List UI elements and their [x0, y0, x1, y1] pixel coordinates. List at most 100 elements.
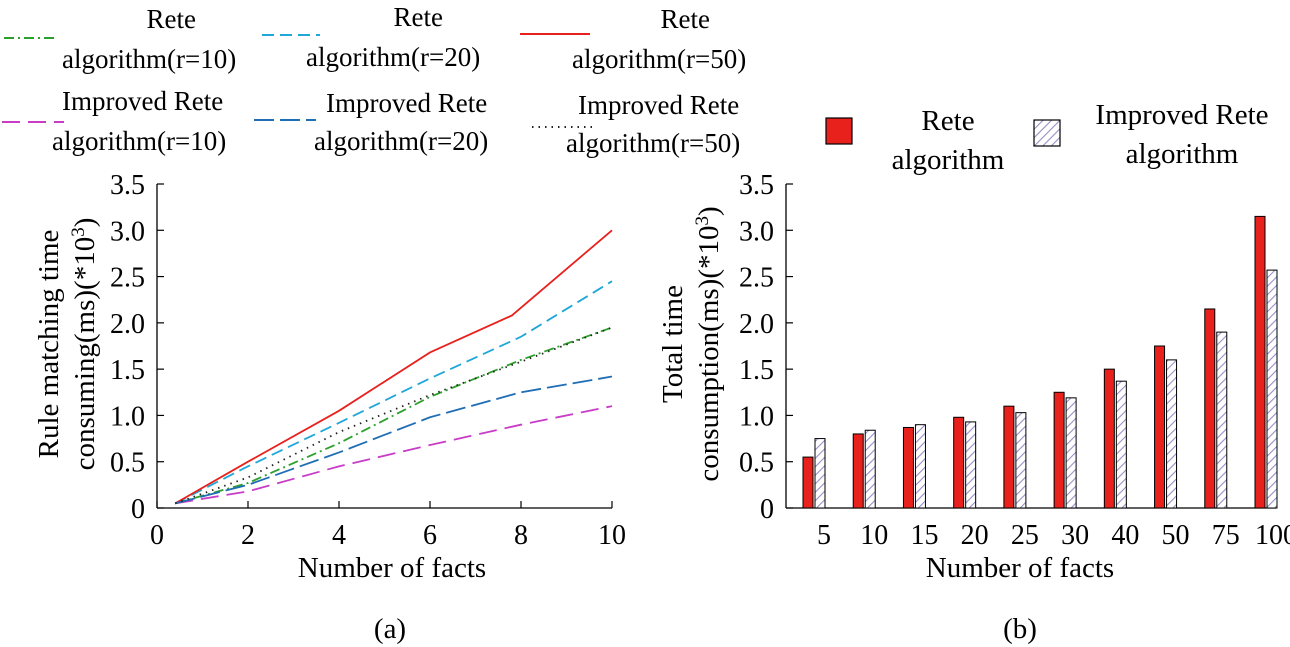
ylabel-b-line1: Total time	[657, 285, 689, 403]
series-line-0	[174, 326, 613, 505]
bar-improved-20	[965, 421, 977, 509]
series-line-5	[174, 326, 613, 505]
bar-improved-5	[814, 438, 826, 509]
y-tick-label-a: 3.0	[110, 216, 145, 247]
x-tick-label-b: 50	[1162, 520, 1190, 551]
x-tick-label-a: 10	[598, 520, 626, 551]
x-tick-label-b: 100	[1255, 520, 1290, 551]
legend-swatch-rete	[825, 117, 853, 145]
y-tick-label-a: 2.0	[110, 309, 145, 340]
x-tick-label-b: 20	[961, 520, 989, 551]
bar-improved-40	[1115, 380, 1127, 509]
series-line-3	[175, 405, 613, 505]
legend-a-item-5: Improved Rete algorithm(r=50)	[532, 90, 740, 158]
legend-label-rete-r20-line1: Rete	[394, 2, 443, 32]
y-tick-label-b: 2.5	[739, 263, 774, 294]
legend-a-item-0: Rete algorithm(r=10)	[4, 4, 236, 74]
y-tick-label-b: 3.5	[739, 170, 774, 201]
legend-a-item-4: Improved Rete algorithm(r=20)	[254, 88, 488, 156]
bar-rete-50	[1154, 345, 1166, 509]
bar-improved-30	[1065, 397, 1077, 509]
series-line-4	[174, 375, 613, 505]
y-tick-label-b: 1.0	[739, 401, 774, 432]
ylabel-b-line2: consumption(ms)(*103)	[692, 206, 726, 481]
legend-label-rete-line1: Rete	[921, 105, 974, 137]
legend-label-rete-r10-line1: Rete	[147, 4, 196, 34]
legend-label-improved-r20-line2: algorithm(r=20)	[314, 126, 488, 156]
y-tick-label-b: 0.5	[739, 448, 774, 479]
legend-a: Rete algorithm(r=10) Rete algorithm(r=20…	[2, 2, 746, 158]
panel-label-b: (b)	[1003, 613, 1037, 645]
ylabel-a-line1: Rule matching time	[33, 230, 65, 459]
legend-label-improved-r50-line1: Improved Rete	[578, 90, 739, 120]
x-tick-label-a: 0	[150, 520, 164, 551]
legend-a-item-3: Improved Rete algorithm(r=10)	[2, 86, 226, 156]
x-tick-label-a: 6	[423, 520, 437, 551]
x-tick-label-b: 25	[1011, 520, 1039, 551]
series-line-2	[174, 229, 613, 505]
y-tick-label-b: 2.0	[739, 309, 774, 340]
bar-rete-25	[1003, 405, 1015, 509]
line-chart-a: 0 0.5 1.0 1.5 2.0 2.5 3.0 3.5 0 2 4 6 8 10 Rule match…	[33, 170, 626, 645]
panel-label-a: (a)	[374, 613, 406, 645]
y-tick-label-a: 2.5	[110, 263, 145, 294]
x-tick-label-b: 30	[1061, 520, 1089, 551]
legend-label-rete-r50-line2: algorithm(r=50)	[572, 44, 746, 74]
series-line-1	[174, 280, 613, 505]
axes-b: 0 0.5 1.0 1.5 2.0 2.5 3.0 3.5 5 10 15 20 25 30 40 50 75 1…	[739, 170, 1290, 551]
series-lines-a	[174, 229, 613, 505]
legend-swatch-improved	[1033, 119, 1061, 147]
xlabel-a: Number of facts	[298, 552, 486, 584]
bar-improved-75	[1216, 331, 1228, 509]
bar-improved-15	[914, 424, 926, 509]
axes-a: 0 0.5 1.0 1.5 2.0 2.5 3.0 3.5 0 2 4 6 8 10	[110, 170, 626, 551]
bar-rete-75	[1204, 308, 1216, 509]
legend-label-rete-line2: algorithm	[892, 144, 1005, 176]
x-tick-label-b: 10	[860, 520, 888, 551]
y-tick-label-a: 0.5	[110, 448, 145, 479]
y-tick-label-a: 0	[131, 494, 145, 525]
bar-improved-50	[1166, 359, 1178, 509]
legend-label-improved-r20-line1: Improved Rete	[326, 88, 487, 118]
x-tick-label-a: 4	[332, 520, 346, 551]
bar-rete-5	[802, 456, 814, 509]
y-tick-label-a: 3.5	[110, 170, 145, 201]
x-tick-label-a: 8	[514, 520, 528, 551]
legend-label-rete-r50-line1: Rete	[661, 4, 710, 34]
bars-b	[802, 215, 1278, 509]
x-tick-label-b: 40	[1111, 520, 1139, 551]
bar-improved-10	[864, 429, 876, 509]
legend-b-item-0: Rete algorithm	[825, 105, 1005, 176]
bar-rete-30	[1053, 391, 1065, 509]
bar-rete-10	[852, 433, 864, 509]
y-tick-label-b: 1.5	[739, 355, 774, 386]
y-tick-label-a: 1.5	[110, 355, 145, 386]
legend-a-item-1: Rete algorithm(r=20)	[262, 2, 480, 72]
xlabel-b: Number of facts	[926, 552, 1114, 584]
legend-label-rete-r10-line2: algorithm(r=10)	[62, 44, 236, 74]
bar-rete-40	[1103, 368, 1115, 509]
legend-b-item-1: Improved Rete algorithm	[1033, 99, 1269, 170]
x-tick-label-a: 2	[241, 520, 255, 551]
legend-label-rete-r20-line2: algorithm(r=20)	[306, 42, 480, 72]
y-tick-label-b: 0	[760, 494, 774, 525]
legend-label-improved-r50-line2: algorithm(r=50)	[566, 128, 740, 158]
legend-label-improved-line2: algorithm	[1126, 138, 1239, 170]
legend-label-improved-r10-line2: algorithm(r=10)	[52, 126, 226, 156]
legend-b: Rete algorithm Improved Rete algorithm	[825, 99, 1269, 176]
y-tick-label-b: 3.0	[739, 216, 774, 247]
legend-a-item-2: Rete algorithm(r=50)	[520, 4, 746, 74]
legend-label-improved-line1: Improved Rete	[1095, 99, 1268, 131]
x-tick-label-b: 15	[910, 520, 938, 551]
legend-label-improved-r10-line1: Improved Rete	[62, 86, 223, 116]
bar-rete-100	[1254, 215, 1266, 509]
x-tick-label-b: 5	[817, 520, 831, 551]
bar-chart-b: 0 0.5 1.0 1.5 2.0 2.5 3.0 3.5 5 10 15 20 25 30 40 50 75 1…	[657, 170, 1290, 645]
y-tick-label-a: 1.0	[110, 401, 145, 432]
bar-improved-25	[1015, 412, 1027, 509]
ylabel-a-line2: consuming(ms)(*103)	[68, 218, 102, 471]
x-tick-label-b: 75	[1212, 520, 1240, 551]
bar-rete-15	[902, 426, 914, 509]
bar-rete-20	[953, 416, 965, 509]
